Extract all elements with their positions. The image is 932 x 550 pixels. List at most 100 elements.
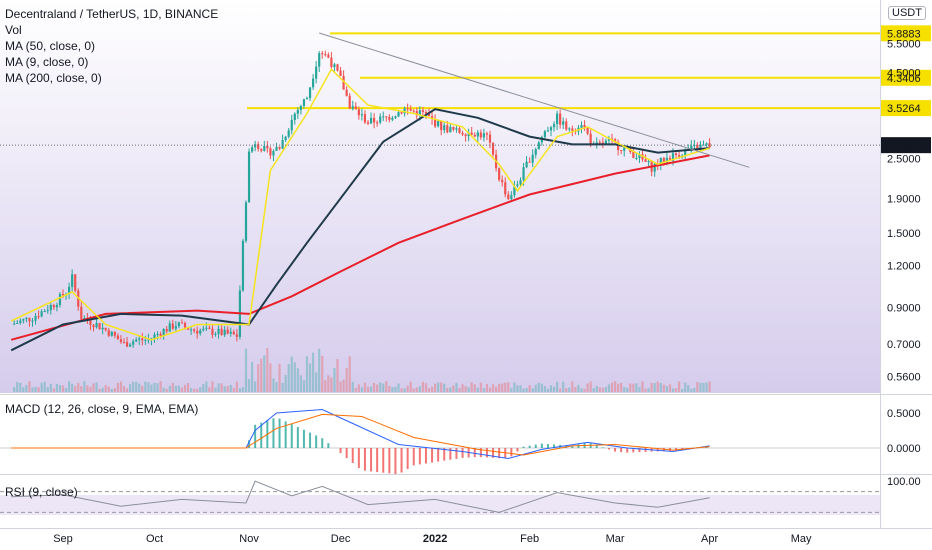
candle-body (376, 122, 379, 124)
volume-bar (638, 386, 641, 392)
candle-body (501, 179, 504, 183)
volume-bar (577, 384, 580, 392)
candle-body (324, 54, 327, 56)
price-tick-label: 4.5000 (887, 68, 921, 80)
candle-body (556, 113, 559, 125)
volume-bar (269, 363, 272, 392)
macd-histogram-bar (400, 448, 403, 473)
candle-body (92, 324, 95, 328)
volume-bar (153, 382, 156, 392)
candle-body (348, 95, 351, 109)
volume-bar (199, 387, 202, 392)
macd-histogram-bar (406, 448, 409, 469)
volume-bar (141, 385, 144, 392)
macd-histogram-bar (437, 448, 440, 462)
volume-bar (202, 383, 205, 392)
candle-body (379, 116, 382, 123)
volume-bar (464, 386, 467, 392)
currency-badge[interactable]: USDT (888, 6, 926, 20)
candle-body (690, 145, 693, 150)
candle-body (430, 116, 434, 119)
volume-bar (699, 382, 702, 392)
candle-body (113, 331, 116, 336)
candle-body (699, 144, 702, 150)
volume-bar (626, 387, 629, 392)
volume-bar (534, 384, 537, 392)
candle-body (321, 53, 324, 55)
level-label-box (881, 100, 931, 117)
macd-histogram-bar (284, 421, 287, 448)
candle-body (132, 341, 135, 345)
candle-body (174, 326, 177, 329)
candle-body (528, 161, 531, 163)
candle-body (443, 125, 446, 131)
macd-histogram-bar (248, 440, 251, 448)
candle-body (659, 157, 662, 166)
candle-body (327, 54, 330, 58)
volume-bar (119, 381, 123, 392)
candle-body (263, 145, 266, 151)
candle-body (571, 128, 574, 131)
volume-bar (168, 385, 171, 392)
volume-bar (147, 382, 150, 392)
macd-histogram-bar (644, 448, 647, 452)
candle-body (534, 149, 537, 155)
volume-bar (562, 381, 565, 392)
volume-bar (421, 381, 424, 392)
volume-bar (376, 384, 379, 392)
volume-bar (455, 382, 458, 392)
candle-body (241, 240, 245, 291)
macd-histogram-bar (534, 444, 537, 448)
volume-bar (452, 385, 455, 392)
candle-body (635, 157, 638, 159)
volume-bar (604, 386, 607, 392)
volume-bar (400, 388, 403, 392)
candle-body (507, 194, 510, 200)
macd-tick-label: 0.5000 (887, 408, 921, 420)
candle-body (427, 113, 431, 117)
candle-body (531, 154, 534, 163)
macd-histogram-bar (492, 448, 495, 458)
candle-body (269, 148, 272, 156)
level-label: 4.3406 (887, 73, 921, 85)
candle-body (147, 339, 150, 341)
price-tick-label: 5.5000 (887, 38, 921, 50)
volume-bar (342, 379, 345, 392)
candle-body (101, 327, 104, 330)
candle-body (98, 323, 101, 330)
volume-bar (318, 348, 321, 392)
price-tick-label: 0.5600 (887, 371, 921, 383)
volume-bar (13, 387, 16, 392)
macd-histogram-bar (449, 448, 452, 460)
candle-body (296, 109, 299, 114)
candle-body (482, 133, 485, 138)
candle-body (610, 138, 614, 140)
candle-body (302, 99, 306, 107)
volume-bar (339, 381, 342, 392)
volume-bar (232, 387, 235, 392)
last-price-label: 2.7352 (887, 140, 921, 152)
volume-bar (354, 387, 357, 392)
macd-histogram-bar (638, 448, 641, 453)
volume-bar (305, 356, 309, 392)
candle-body (55, 305, 58, 308)
time-tick-label: Oct (146, 533, 163, 545)
candle-body (89, 320, 92, 325)
candle-body (464, 134, 467, 137)
macd-histogram-bar (327, 443, 330, 448)
candle-body (278, 146, 281, 149)
volume-bar (278, 363, 281, 392)
volume-bar (516, 385, 519, 392)
volume-bar (64, 387, 68, 392)
volume-bar (525, 388, 528, 392)
candle-body (424, 112, 428, 114)
volume-bar (321, 355, 324, 392)
volume-bar (104, 385, 107, 392)
macd-histogram-bar (553, 444, 556, 448)
macd-histogram-bar (443, 448, 446, 461)
candle-body (107, 330, 110, 336)
volume-bar (333, 368, 336, 392)
candle-body (369, 117, 373, 124)
volume-bar (504, 382, 507, 392)
